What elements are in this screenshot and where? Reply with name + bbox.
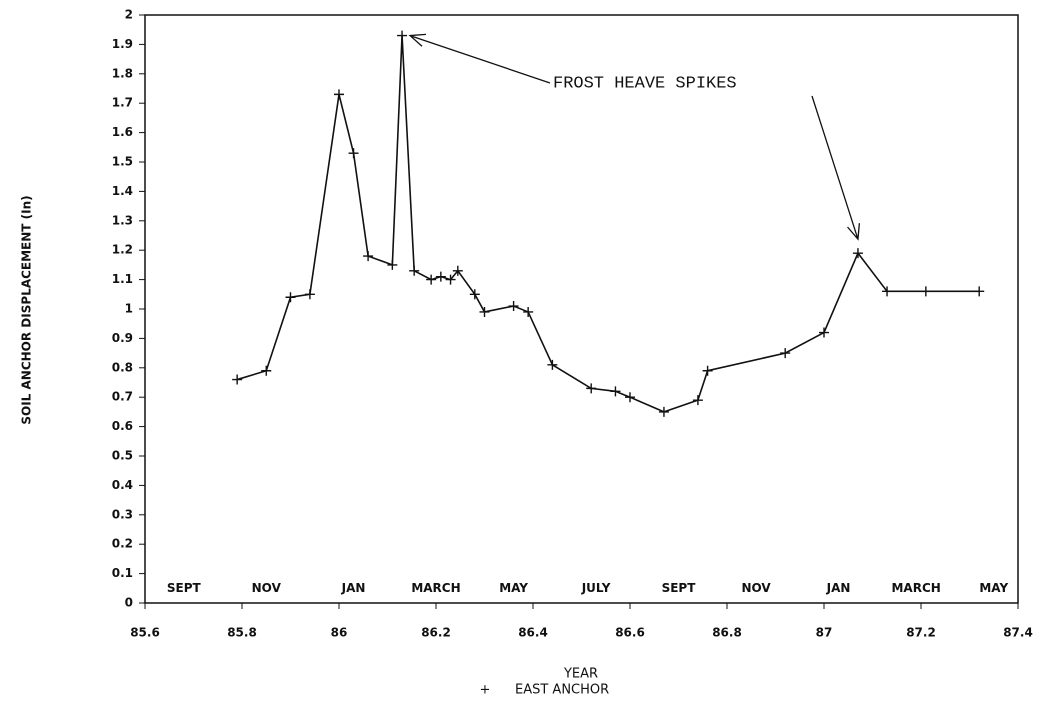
y-tick-label: 0.5 <box>112 449 133 463</box>
data-point <box>409 265 420 276</box>
data-point <box>261 365 272 376</box>
data-point <box>304 289 315 300</box>
x-tick-label: 87 <box>816 626 833 640</box>
y-tick-label: 0.9 <box>112 331 133 345</box>
y-tick-label: 1.4 <box>112 184 133 198</box>
month-label: JAN <box>341 581 366 595</box>
y-tick-label: 0 <box>125 596 133 610</box>
y-tick-label: 0.1 <box>112 566 133 580</box>
y-tick-label: 1.3 <box>112 213 133 227</box>
y-tick-label: 1.2 <box>112 243 133 257</box>
data-point <box>426 274 437 285</box>
data-point <box>334 89 344 100</box>
y-tick-label: 0.7 <box>112 390 133 404</box>
month-label: SEPT <box>662 581 697 595</box>
y-tick-label: 0.8 <box>112 360 133 374</box>
data-point <box>819 327 829 338</box>
data-point <box>479 306 490 317</box>
month-label: MARCH <box>891 581 940 595</box>
data-point <box>658 406 669 417</box>
y-tick-label: 1.6 <box>112 125 133 139</box>
data-point <box>780 348 791 359</box>
x-tick-label: 86.6 <box>615 626 645 640</box>
y-tick-label: 0.3 <box>112 507 133 521</box>
data-point <box>508 301 519 312</box>
data-point <box>445 274 456 285</box>
data-point <box>702 365 713 376</box>
month-label: SEPT <box>167 581 202 595</box>
y-tick-label: 1.8 <box>112 66 133 80</box>
y-tick-label: 1.5 <box>112 155 133 169</box>
y-tick-label: 1.9 <box>112 37 133 51</box>
annotation-arrow <box>811 95 861 241</box>
y-tick-label: 1 <box>125 302 133 316</box>
month-label: MAY <box>499 581 528 595</box>
y-tick-label: 1.1 <box>112 272 133 286</box>
plot-frame <box>144 14 1019 604</box>
y-tick-label: 0.4 <box>112 478 133 492</box>
y-tick-label: 0.6 <box>112 419 133 433</box>
x-axis-label: YEAR <box>563 667 598 682</box>
month-label: JAN <box>826 581 851 595</box>
x-tick-label: 86.2 <box>421 626 451 640</box>
data-point <box>974 286 985 297</box>
data-point <box>435 271 446 282</box>
legend-marker: + <box>480 683 491 698</box>
data-point <box>397 30 408 41</box>
data-point <box>523 306 534 317</box>
data-point <box>452 265 463 276</box>
month-label: NOV <box>741 581 771 595</box>
month-label: MARCH <box>411 581 460 595</box>
y-tick-label: 2 <box>125 8 133 22</box>
x-tick-label: 86.8 <box>712 626 742 640</box>
x-tick-label: 85.6 <box>130 626 160 640</box>
data-point <box>387 259 398 270</box>
annotation: FROST HEAVE SPIKES <box>553 74 737 93</box>
data-point <box>348 148 359 159</box>
x-tick-label: 87.2 <box>906 626 936 640</box>
data-point <box>882 286 893 297</box>
y-axis-label: SOIL ANCHOR DISPLACEMENT (In) <box>20 195 34 424</box>
month-label: JULY <box>581 581 611 595</box>
annotation-arrow <box>408 33 551 84</box>
data-point <box>285 292 296 303</box>
data-point <box>469 289 480 300</box>
x-tick-label: 86.4 <box>518 626 548 640</box>
data-point <box>692 395 703 406</box>
data-point <box>625 392 635 403</box>
month-label: MAY <box>979 581 1008 595</box>
x-tick-label: 87.4 <box>1003 626 1033 640</box>
y-tick-label: 1.7 <box>112 96 133 110</box>
legend-label: EAST ANCHOR <box>515 683 609 698</box>
data-point <box>610 386 621 397</box>
x-tick-label: 85.8 <box>227 626 257 640</box>
x-tick-label: 86 <box>331 626 348 640</box>
data-point <box>586 383 597 394</box>
data-point <box>547 359 558 370</box>
data-point <box>232 374 243 385</box>
y-tick-label: 0.2 <box>112 537 133 551</box>
data-point <box>852 248 863 259</box>
month-label: NOV <box>252 581 282 595</box>
data-point <box>920 286 931 297</box>
data-point <box>363 251 374 262</box>
